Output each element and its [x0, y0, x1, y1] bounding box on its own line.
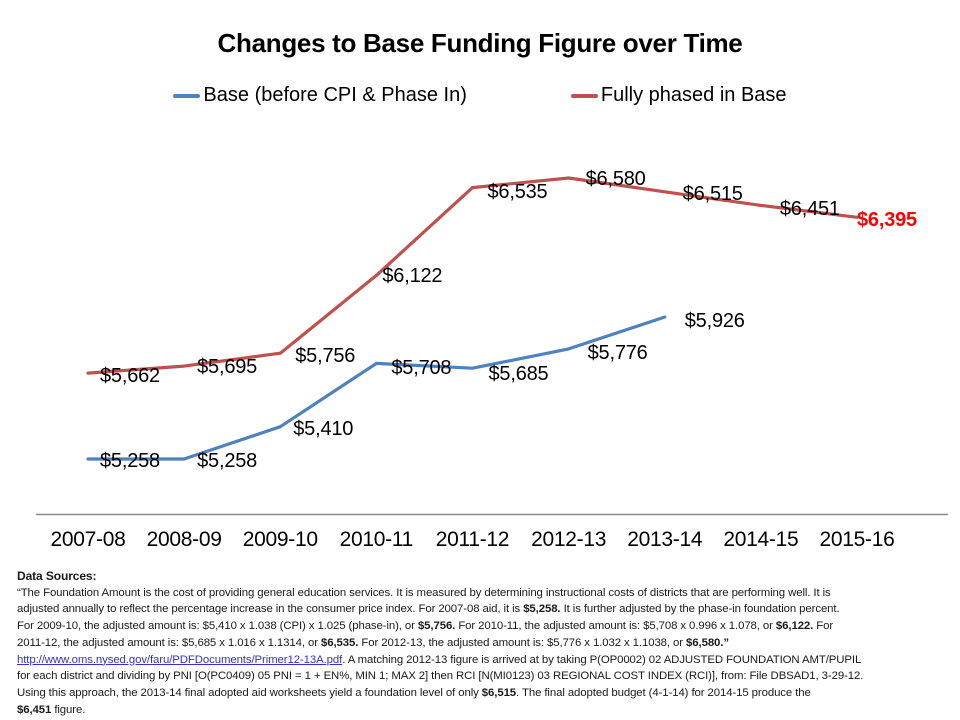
x-axis-tick-label: 2014-15	[723, 528, 799, 551]
data-label: $5,685	[488, 363, 549, 386]
chart-title: Changes to Base Funding Figure over Time	[217, 28, 743, 58]
chart-legend: Base (before CPI & Phase In) Fully phase…	[0, 84, 960, 107]
footer-text: . A matching 2012-13 figure is arrived a…	[342, 653, 862, 666]
footer-text: For 2009-10, the adjusted amount is: $5,…	[17, 620, 418, 633]
data-label: $5,926	[684, 310, 745, 333]
footer-text: 2011-12, the adjusted amount is: $5,685 …	[17, 636, 321, 649]
data-label: $6,535	[487, 180, 548, 203]
emphasized-amount: $5,258.	[523, 603, 561, 616]
data-label: $6,515	[682, 182, 743, 205]
series-line-base	[86, 315, 667, 461]
x-axis-tick-label: 2013-14	[627, 528, 703, 551]
emphasized-amount: $6,535.	[320, 636, 359, 649]
data-sources-line: $6,451 figure.	[17, 702, 953, 719]
data-sources-line: Using this approach, the 2013-14 final a…	[17, 685, 953, 702]
footer-text: For 2012-13, the adjusted amount is: $5,…	[358, 636, 687, 649]
x-axis-tick-label: 2009-10	[242, 528, 318, 551]
data-label: $5,695	[197, 356, 258, 379]
footer-text: for each district and dividing by PNI [O…	[17, 670, 864, 683]
x-axis-tick-label: 2012-13	[531, 528, 607, 551]
data-sources-line: http://www.oms.nysed.gov/faru/PDFDocumen…	[17, 652, 953, 669]
legend-item-base: Base (before CPI & Phase In)	[173, 84, 467, 107]
data-sources-line: adjusted annually to reflect the percent…	[17, 601, 953, 618]
legend-item-phased: Fully phased in Base	[570, 84, 787, 107]
data-sources-line: for each district and dividing by PNI [O…	[17, 668, 953, 685]
footer-text: . The final adopted budget (4-1-14) for …	[516, 686, 811, 699]
data-sources-heading: Data Sources:	[17, 569, 97, 583]
data-sources-block: Data Sources: “The Foundation Amount is …	[17, 568, 953, 718]
data-label: $5,776	[587, 341, 648, 364]
footer-text: “The Foundation Amount is the cost of pr…	[17, 586, 831, 599]
emphasized-amount: $6,451	[17, 703, 52, 716]
footer-text: It is further adjusted by the phase-in f…	[560, 603, 840, 616]
data-label: $5,258	[197, 450, 258, 472]
data-label: $5,258	[100, 450, 160, 472]
data-sources-line: “The Foundation Amount is the cost of pr…	[17, 585, 953, 602]
footer-text: For 2010-11, the adjusted amount is: $5,…	[455, 620, 776, 633]
footer-text: figure.	[51, 703, 86, 716]
legend-label-base: Base (before CPI & Phase In)	[203, 84, 467, 106]
data-sources-line: For 2009-10, the adjusted amount is: $5,…	[17, 618, 953, 635]
emphasized-amount: $6,580.”	[686, 636, 729, 649]
data-label: $5,708	[391, 357, 452, 380]
x-axis-tick-label: 2011-12	[435, 528, 510, 551]
emphasized-amount: $5,756.	[417, 620, 456, 633]
data-label: $6,122	[382, 265, 443, 288]
x-axis-tick-label: 2010-11	[339, 528, 414, 551]
x-axis-tick-label: 2008-09	[146, 528, 222, 551]
footer-text: adjusted annually to reflect the percent…	[17, 603, 524, 616]
data-label: $5,662	[100, 365, 160, 388]
x-axis-tick-label: 2015-16	[819, 528, 895, 551]
primer-pdf-link[interactable]: http://www.oms.nysed.gov/faru/PDFDocumen…	[17, 653, 343, 666]
data-label: $6,580	[585, 168, 646, 191]
footer-text: For	[813, 620, 834, 633]
legend-line-swatch-red	[570, 93, 598, 98]
data-sources-text: “The Foundation Amount is the cost of pr…	[17, 585, 953, 719]
data-label: $5,410	[293, 417, 354, 440]
x-axis-tick-label: 2007-08	[50, 528, 126, 551]
data-label: $6,451	[779, 198, 840, 221]
legend-label-phased: Fully phased in Base	[600, 84, 787, 106]
data-sources-line: 2011-12, the adjusted amount is: $5,685 …	[17, 635, 953, 652]
emphasized-amount: $6,515	[481, 686, 517, 699]
data-label: $5,756	[295, 345, 356, 368]
footer-text: Using this approach, the 2013-14 final a…	[17, 686, 482, 699]
series-line-phased	[86, 176, 859, 375]
legend-line-swatch-blue	[173, 93, 201, 98]
data-label: $6,395	[857, 209, 917, 232]
emphasized-amount: $6,122.	[775, 620, 814, 633]
